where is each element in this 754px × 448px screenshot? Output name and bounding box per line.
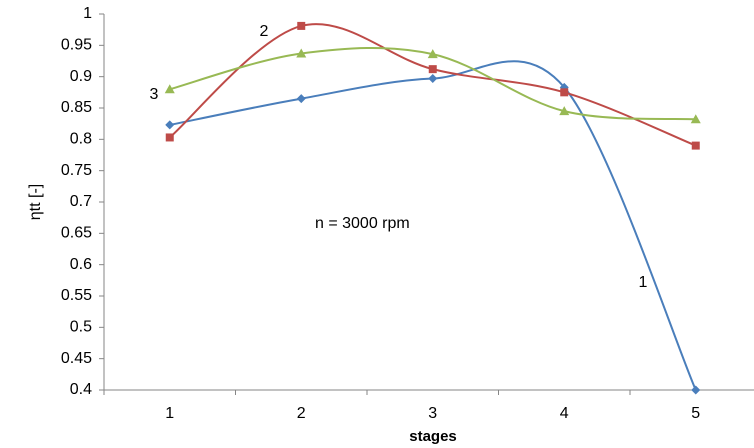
marker bbox=[297, 21, 306, 30]
annotation: n = 3000 rpm bbox=[315, 215, 410, 232]
y-tick-label: 0.65 bbox=[61, 225, 92, 242]
x-tick-label: 2 bbox=[297, 405, 306, 422]
y-tick-label: 0.75 bbox=[61, 162, 92, 179]
y-tick-label: 0.8 bbox=[70, 131, 92, 148]
y-tick-label: 0.95 bbox=[61, 37, 92, 54]
y-tick-label: 0.5 bbox=[70, 319, 92, 336]
marker bbox=[690, 114, 701, 124]
marker bbox=[165, 120, 175, 130]
series-line bbox=[169, 60, 697, 391]
x-tick-label: 3 bbox=[428, 405, 437, 422]
marker bbox=[427, 49, 438, 59]
marker bbox=[296, 48, 307, 58]
marker bbox=[428, 65, 437, 74]
x-tick-label: 5 bbox=[691, 405, 700, 422]
marker bbox=[296, 94, 306, 104]
marker bbox=[165, 133, 174, 142]
series-label: 1 bbox=[639, 274, 648, 291]
y-tick-label: 0.7 bbox=[70, 193, 92, 210]
y-tick-label: 0.45 bbox=[61, 350, 92, 367]
y-axis-title: ηtt [-] bbox=[27, 184, 44, 220]
series-line bbox=[169, 23, 697, 147]
marker bbox=[559, 106, 570, 116]
y-tick-label: 0.9 bbox=[70, 68, 92, 85]
x-tick-label: 1 bbox=[165, 405, 174, 422]
x-axis-title: stages bbox=[409, 428, 457, 445]
marker bbox=[164, 84, 175, 94]
y-tick-label: 0.4 bbox=[70, 381, 92, 398]
y-tick-label: 1 bbox=[83, 5, 92, 22]
x-tick-label: 4 bbox=[560, 405, 569, 422]
series-label: 2 bbox=[260, 23, 269, 40]
marker bbox=[691, 141, 700, 150]
marker bbox=[428, 74, 438, 84]
marker bbox=[691, 385, 701, 395]
y-tick-label: 0.6 bbox=[70, 256, 92, 273]
series-label: 3 bbox=[150, 86, 159, 103]
marker bbox=[560, 88, 569, 97]
y-tick-label: 0.55 bbox=[61, 287, 92, 304]
y-tick-label: 0.85 bbox=[61, 99, 92, 116]
